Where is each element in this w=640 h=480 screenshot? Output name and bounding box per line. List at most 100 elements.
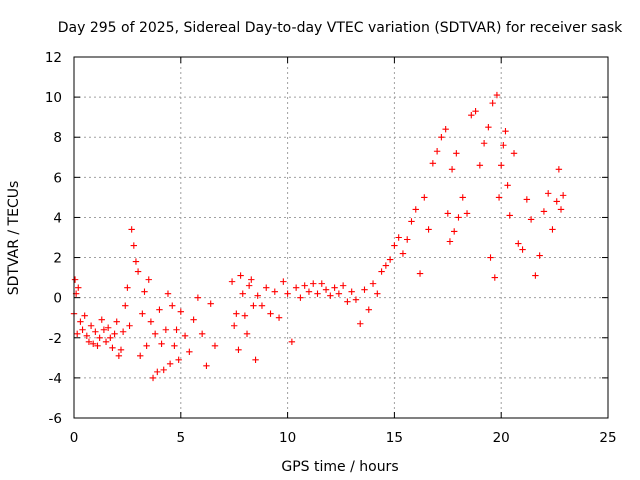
data-point xyxy=(557,206,565,213)
data-point xyxy=(143,342,150,349)
data-point xyxy=(164,290,172,297)
data-point xyxy=(314,290,321,297)
data-point xyxy=(130,242,138,249)
data-point xyxy=(124,284,131,291)
data-point xyxy=(536,252,543,259)
data-point xyxy=(75,284,82,291)
y-tick-label: 4 xyxy=(53,210,62,226)
data-point xyxy=(139,310,146,317)
y-tick-label: 6 xyxy=(53,170,62,186)
data-point xyxy=(369,280,377,287)
data-point xyxy=(104,324,112,331)
data-point xyxy=(194,294,202,301)
data-point xyxy=(147,318,155,325)
data-point xyxy=(399,250,407,257)
data-point xyxy=(335,290,343,297)
data-point xyxy=(111,330,118,337)
data-point xyxy=(250,302,257,309)
data-point xyxy=(239,290,246,297)
data-point xyxy=(425,226,432,233)
data-point xyxy=(322,286,330,293)
data-point xyxy=(85,338,93,345)
y-tick-label: 12 xyxy=(45,50,62,66)
data-point xyxy=(173,326,180,333)
data-point xyxy=(519,246,526,253)
data-point xyxy=(357,320,364,327)
data-point xyxy=(141,288,148,295)
data-point xyxy=(83,332,91,339)
data-point xyxy=(395,234,402,241)
x-tick-label: 0 xyxy=(70,430,79,446)
data-point xyxy=(96,334,103,341)
data-point xyxy=(386,256,394,263)
data-point xyxy=(544,190,552,197)
data-point xyxy=(446,238,454,245)
data-point xyxy=(489,99,496,107)
data-point xyxy=(90,340,97,347)
data-point xyxy=(468,111,475,119)
data-point xyxy=(448,166,456,173)
data-point xyxy=(126,322,133,329)
chart-title: Day 295 of 2025, Sidereal Day-to-day VTE… xyxy=(58,20,623,36)
data-point xyxy=(361,286,368,293)
data-point xyxy=(433,148,441,155)
data-point xyxy=(288,338,296,345)
data-point xyxy=(175,356,182,364)
data-point xyxy=(258,302,266,309)
data-point xyxy=(79,326,86,333)
data-point xyxy=(92,328,99,335)
x-axis-title: GPS time / hours xyxy=(281,459,398,475)
data-point xyxy=(122,302,129,309)
data-point xyxy=(444,210,451,217)
data-point xyxy=(87,322,95,329)
x-tick-label: 20 xyxy=(493,430,510,446)
data-point xyxy=(480,140,488,147)
data-point xyxy=(203,362,210,370)
data-point xyxy=(166,360,174,368)
data-point xyxy=(235,346,242,354)
data-point xyxy=(408,218,415,225)
data-point xyxy=(284,290,291,297)
data-point xyxy=(119,328,127,335)
data-point xyxy=(463,210,471,217)
data-point xyxy=(128,226,135,233)
data-point xyxy=(102,338,110,345)
data-point xyxy=(156,306,163,313)
data-point xyxy=(453,150,460,157)
plot-frame xyxy=(73,56,609,419)
data-point xyxy=(297,294,304,301)
data-point xyxy=(154,368,161,376)
data-point xyxy=(94,342,101,349)
data-point xyxy=(158,340,165,347)
data-point xyxy=(237,272,244,279)
data-point xyxy=(451,228,458,235)
data-point xyxy=(109,344,116,352)
data-point xyxy=(137,352,144,360)
data-point xyxy=(382,262,390,269)
data-point xyxy=(391,242,398,249)
data-point xyxy=(134,268,142,275)
data-point xyxy=(151,330,159,337)
data-point xyxy=(459,194,466,201)
data-point xyxy=(421,194,428,201)
data-point xyxy=(98,316,105,323)
data-point xyxy=(243,330,251,337)
data-point xyxy=(211,342,219,349)
data-point xyxy=(241,312,249,319)
data-point xyxy=(412,206,419,213)
data-point xyxy=(532,272,539,279)
data-point xyxy=(500,142,507,149)
data-point xyxy=(254,292,261,299)
data-point xyxy=(510,150,518,157)
data-point xyxy=(515,240,522,247)
data-point xyxy=(198,330,206,337)
data-point xyxy=(310,280,317,287)
data-point xyxy=(527,216,535,223)
data-point xyxy=(113,318,120,325)
axis-ticks: 0 5 10 15 20 25 -6 -4 -2 0 2 4 6 8 10 12 xyxy=(45,50,617,446)
x-tick-label: 10 xyxy=(279,430,296,446)
data-point xyxy=(160,366,167,374)
data-point xyxy=(472,107,479,115)
